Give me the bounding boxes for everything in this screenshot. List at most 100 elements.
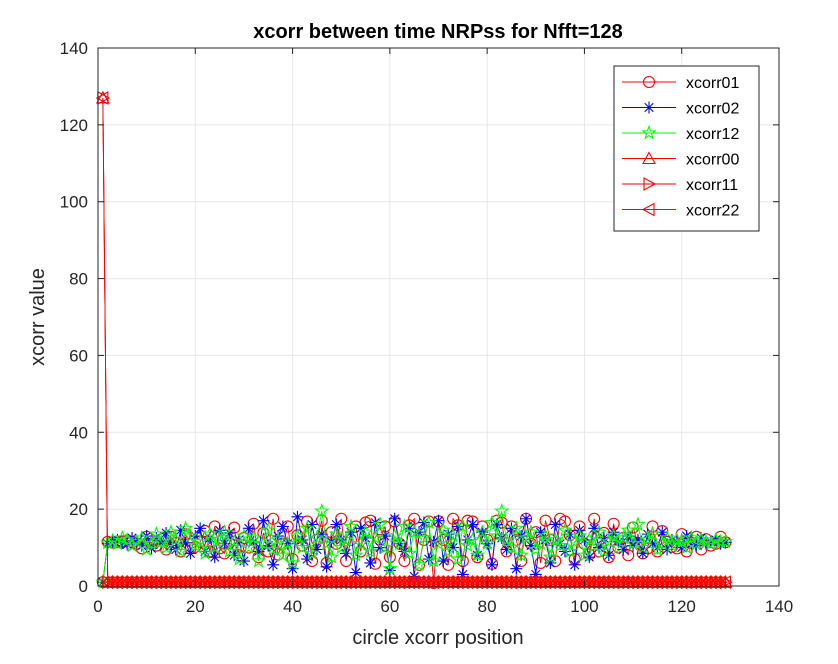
data-point-xcorr02: [578, 533, 591, 546]
data-point-xcorr12: [537, 527, 554, 543]
data-point-xcorr12: [153, 533, 169, 549]
data-point-xcorr02: [291, 510, 304, 523]
data-point-xcorr12: [498, 531, 515, 547]
data-point-xcorr02: [403, 522, 416, 535]
data-point-xcorr02: [695, 531, 708, 544]
data-point-xcorr02: [539, 533, 552, 546]
data-point-xcorr12: [289, 527, 306, 543]
data-point-xcorr22: [158, 575, 172, 590]
data-point-xcorr12: [250, 552, 267, 568]
data-point-xcorr12: [523, 524, 539, 539]
data-point-xcorr12: [620, 522, 636, 537]
data-point-xcorr22: [679, 575, 693, 590]
legend-marker: [643, 177, 657, 191]
legend-entry-xcorr22: xcorr22: [622, 203, 739, 220]
data-point-xcorr22: [319, 575, 333, 590]
data-point-xcorr22: [392, 575, 406, 590]
data-point-xcorr22: [95, 91, 109, 105]
data-point-xcorr12: [202, 526, 218, 541]
data-point-xcorr12: [323, 549, 340, 564]
data-point-xcorr12: [532, 535, 549, 551]
data-point-xcorr01: [247, 517, 260, 530]
data-point-xcorr12: [134, 529, 150, 545]
data-point-xcorr22: [139, 575, 153, 590]
data-point-xcorr01: [558, 515, 572, 528]
data-point-xcorr22: [504, 575, 518, 590]
data-point-xcorr22: [334, 575, 347, 590]
data-point-xcorr12: [163, 524, 179, 539]
data-point-xcorr12: [182, 527, 199, 543]
data-point-xcorr02: [320, 560, 333, 573]
data-point-xcorr22: [616, 575, 629, 590]
data-point-xcorr12: [698, 533, 714, 549]
legend-marker: [642, 151, 656, 165]
data-point-xcorr12: [712, 533, 729, 549]
data-point-xcorr02: [602, 549, 615, 562]
data-point-xcorr22: [465, 575, 479, 590]
data-point-xcorr12: [693, 531, 709, 547]
data-point-xcorr22: [241, 575, 255, 590]
data-point-xcorr02: [306, 518, 319, 531]
data-point-xcorr02: [675, 541, 688, 554]
data-point-xcorr22: [596, 575, 610, 590]
data-point-xcorr12: [649, 541, 666, 557]
data-point-xcorr22: [523, 575, 537, 590]
data-point-xcorr12: [688, 535, 705, 551]
y-tick-label: 20: [69, 500, 88, 519]
data-point-xcorr22: [149, 575, 162, 590]
data-point-xcorr02: [276, 520, 289, 533]
data-point-xcorr12: [275, 547, 291, 562]
data-point-xcorr22: [499, 575, 513, 590]
data-point-xcorr22: [625, 575, 639, 590]
x-tick-label: 40: [283, 597, 302, 616]
data-point-xcorr12: [678, 539, 695, 555]
data-point-xcorr02: [593, 541, 606, 554]
data-point-xcorr22: [324, 575, 338, 590]
data-point-xcorr02: [549, 518, 562, 531]
data-point-xcorr12: [406, 524, 422, 539]
data-point-xcorr22: [552, 575, 566, 590]
legend-label: xcorr22: [686, 203, 739, 220]
data-point-xcorr12: [138, 541, 155, 557]
legend-entry-xcorr12: xcorr12: [622, 124, 739, 143]
x-tick-label: 120: [668, 597, 696, 616]
data-point-xcorr12: [129, 533, 145, 549]
data-point-xcorr22: [441, 575, 454, 590]
data-point-xcorr02: [257, 514, 270, 527]
data-point-xcorr02: [364, 556, 377, 569]
data-point-xcorr02: [286, 562, 299, 575]
data-point-xcorr12: [508, 520, 525, 535]
data-point-xcorr22: [431, 575, 445, 590]
data-point-xcorr12: [547, 531, 563, 547]
data-point-xcorr12: [479, 535, 495, 551]
data-point-xcorr12: [571, 527, 588, 543]
data-point-xcorr22: [718, 575, 732, 590]
data-point-xcorr02: [563, 528, 576, 541]
data-point-xcorr02: [388, 512, 401, 525]
data-point-xcorr12: [659, 529, 675, 545]
data-point-xcorr22: [363, 575, 376, 590]
data-point-xcorr01: [198, 524, 212, 538]
data-point-xcorr01: [301, 515, 314, 528]
data-point-xcorr12: [596, 543, 612, 558]
data-point-xcorr22: [582, 575, 595, 590]
data-point-xcorr12: [280, 535, 296, 551]
data-point-xcorr12: [168, 531, 184, 547]
data-point-xcorr12: [284, 554, 301, 570]
data-point-xcorr22: [275, 575, 289, 590]
data-point-xcorr22: [538, 575, 552, 590]
data-point-xcorr12: [605, 527, 622, 543]
data-point-xcorr01: [646, 520, 659, 533]
data-point-xcorr22: [236, 575, 250, 590]
data-point-xcorr02: [714, 537, 727, 550]
data-point-xcorr02: [271, 530, 284, 543]
data-point-xcorr12: [187, 537, 203, 553]
data-point-xcorr02: [218, 537, 231, 550]
data-point-xcorr12: [241, 539, 257, 555]
data-point-xcorr02: [627, 539, 640, 552]
data-point-xcorr02: [349, 566, 362, 579]
data-point-xcorr22: [290, 575, 303, 590]
legend-label: xcorr00: [686, 152, 739, 169]
data-point-xcorr02: [597, 531, 610, 544]
legend-box: [613, 65, 760, 232]
